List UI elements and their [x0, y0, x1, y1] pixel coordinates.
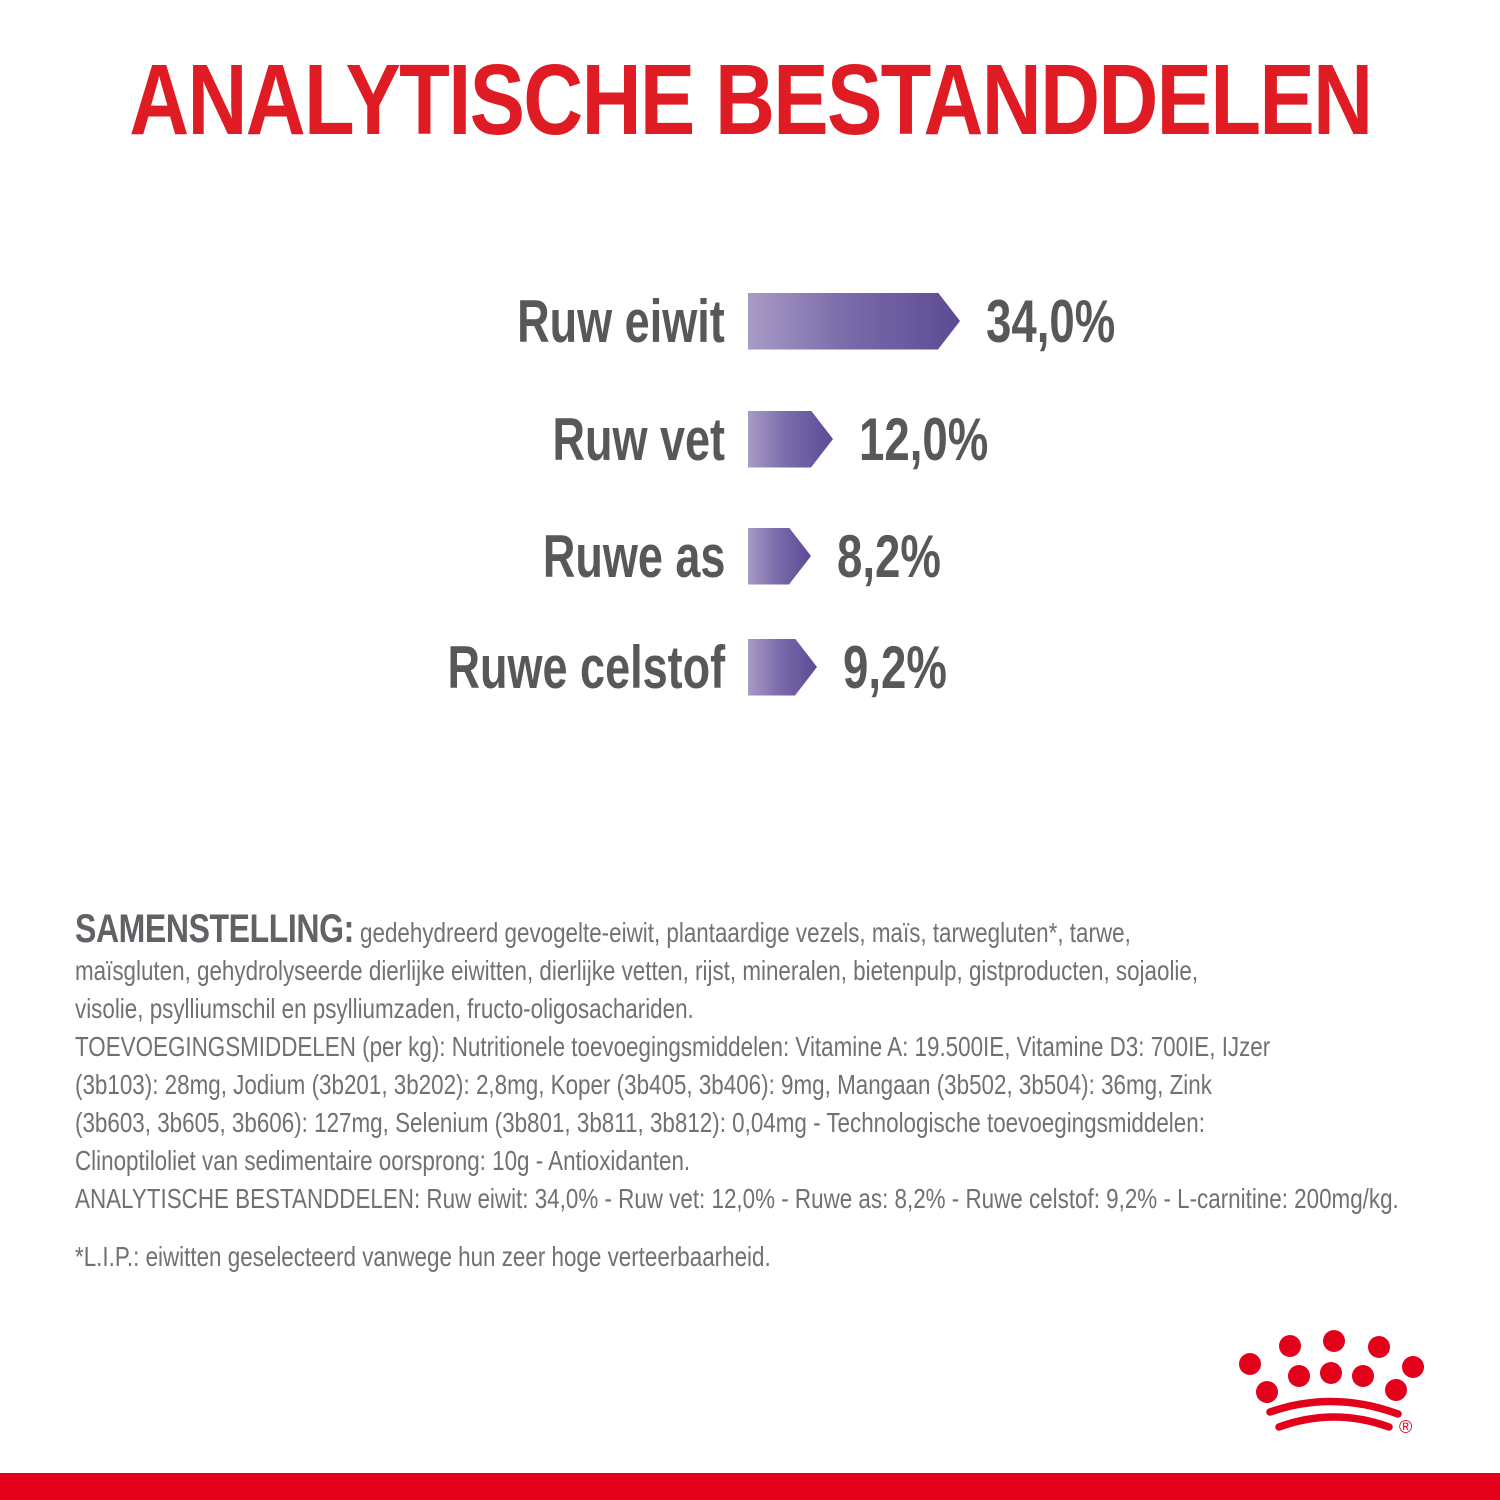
- chart-row-label: Ruw eiwit: [517, 287, 725, 355]
- chart-row-label: Ruw vet: [552, 405, 725, 473]
- registered-trademark: ®: [1399, 1417, 1412, 1437]
- bottom-red-strip: [0, 1473, 1500, 1500]
- text-line: maïsgluten, gehydrolyseerde dierlijke ei…: [75, 955, 1199, 986]
- page-title-row: ANALYTISCHE BESTANDDELEN: [0, 40, 1500, 160]
- chart-bar: [748, 293, 960, 350]
- text-line: ANALYTISCHE BESTANDDELEN: Ruw eiwit: 34,…: [75, 1183, 1399, 1214]
- chart-row: Ruw vet 12,0%: [0, 406, 1500, 473]
- chart-bar-value: 12,0%: [859, 405, 989, 473]
- text-line: (3b603, 3b605, 3b606): 127mg, Selenium (…: [75, 1107, 1205, 1138]
- crown-icon: ®: [1239, 1330, 1424, 1437]
- lip-footnote: *L.I.P.: eiwitten geselecteerd vanwege h…: [75, 1241, 771, 1272]
- text-line: SAMENSTELLING: gedehydreerd gevogelte-ei…: [75, 907, 1131, 951]
- chart-row: Ruw eiwit 34,0%: [0, 288, 1500, 355]
- chart-bar: [748, 411, 833, 468]
- composition-heading: SAMENSTELLING:: [75, 907, 354, 951]
- chart-bar: [748, 639, 817, 696]
- page-title: ANALYTISCHE BESTANDDELEN: [128, 43, 1373, 156]
- chart-row-label: Ruwe celstof: [447, 633, 725, 701]
- composition-text: SAMENSTELLING: gedehydreerd gevogelte-ei…: [75, 907, 1465, 1218]
- chart-bar-value: 9,2%: [843, 633, 947, 701]
- chart-bar-value: 8,2%: [837, 522, 941, 590]
- text-line: Clinoptiloliet van sedimentaire oorspron…: [75, 1145, 691, 1176]
- text-line: TOEVOEGINGSMIDDELEN (per kg): Nutritione…: [75, 1031, 1271, 1062]
- chart-row: Ruwe as 8,2%: [0, 523, 1500, 590]
- chart-row-label: Ruwe as: [542, 522, 725, 590]
- text-line: (3b103): 28mg, Jodium (3b201, 3b202): 2,…: [75, 1069, 1212, 1100]
- chart-bar: [748, 528, 811, 585]
- royal-canin-crown-logo: ®: [1237, 1328, 1447, 1440]
- chart-bar-value: 34,0%: [986, 287, 1116, 355]
- chart-row: Ruwe celstof 9,2%: [0, 634, 1500, 701]
- text-line: visolie, psylliumschil en psylliumzaden,…: [75, 993, 694, 1024]
